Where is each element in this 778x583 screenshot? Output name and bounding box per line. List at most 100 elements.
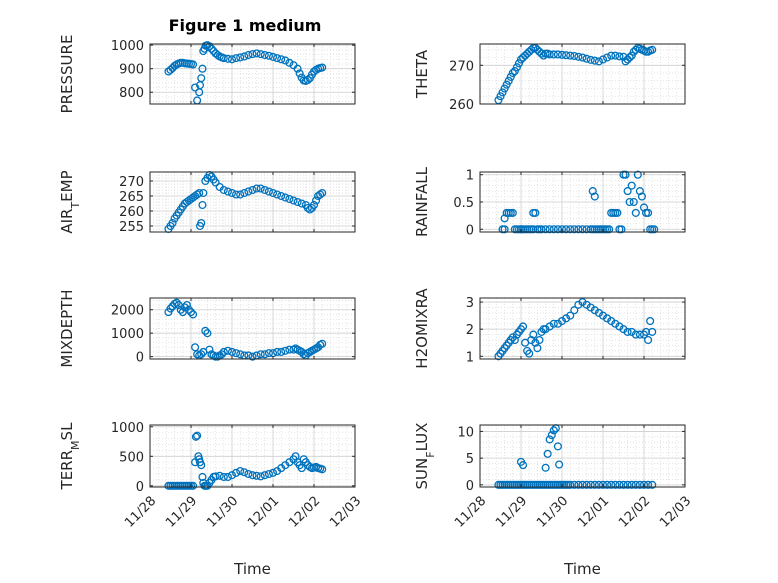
data-point <box>193 431 202 440</box>
data-point <box>219 185 228 195</box>
data-point <box>625 53 634 62</box>
axes-box <box>479 297 686 360</box>
y-tick-label: 270 <box>449 59 474 74</box>
data-point <box>598 55 608 64</box>
data-point <box>264 51 273 60</box>
data-point <box>215 471 224 480</box>
data-point <box>549 319 558 328</box>
subplot-2: 260 270 THETA <box>413 43 686 113</box>
data-point <box>191 432 200 441</box>
data-point <box>176 305 185 314</box>
data-point <box>189 481 198 490</box>
data-point <box>248 471 257 480</box>
data-point <box>518 461 528 470</box>
x-tick-label: 11/30 <box>204 494 241 531</box>
data-point <box>644 335 653 345</box>
data-point <box>553 50 562 59</box>
data-point <box>297 199 306 208</box>
data-point <box>615 52 624 61</box>
data-point <box>232 349 241 358</box>
data-point <box>219 54 228 63</box>
y-tick-label: 3 <box>466 296 474 311</box>
data-point <box>256 350 265 359</box>
x-tick-label: 11/30 <box>534 494 571 531</box>
data-point <box>293 64 302 73</box>
x-tick-label: 12/02 <box>616 494 653 531</box>
data-point <box>627 181 636 190</box>
subplot-4: 0 0.5 1 RAINFALL <box>413 166 686 238</box>
data-point <box>273 190 282 199</box>
data-point <box>510 67 519 76</box>
data-point <box>611 480 620 489</box>
data-point <box>644 480 653 489</box>
data-point <box>223 54 232 63</box>
data-point <box>223 472 232 482</box>
data-point <box>500 225 509 234</box>
data-point <box>318 63 327 72</box>
data-point <box>277 347 286 357</box>
y-axis-label: THETA <box>413 49 431 99</box>
data-point <box>506 72 515 81</box>
data-point <box>541 225 550 234</box>
y-axis-label: TERRMSL <box>58 422 82 491</box>
y-tick-label: 1 <box>466 350 474 365</box>
data-point <box>648 480 657 489</box>
data-point <box>512 63 521 72</box>
axes-box <box>479 424 686 488</box>
data-point <box>570 480 579 489</box>
subplot-8: 0 5 10 11/28 11/29 11/30 12/01 12/02 12/03 Time SU… <box>413 423 694 578</box>
data-point <box>603 53 612 62</box>
data-point <box>309 200 319 210</box>
data-point <box>627 51 636 60</box>
data-point <box>555 460 564 469</box>
data-point <box>553 225 562 234</box>
data-point <box>631 330 640 339</box>
data-point <box>293 197 302 207</box>
data-point <box>252 184 261 193</box>
y-axis-label: RAINFALL <box>413 166 431 237</box>
data-point <box>277 191 286 201</box>
data-point <box>607 51 616 60</box>
data-point <box>562 51 571 60</box>
data-point <box>180 303 189 312</box>
y-tick-label: 10 <box>457 425 474 440</box>
y-tick-label: 0 <box>466 479 474 494</box>
axes-box <box>149 297 356 360</box>
y-axis-label: SUNFLUX <box>413 423 437 490</box>
data-point <box>198 64 207 73</box>
data-point <box>566 51 575 60</box>
data-point <box>318 339 327 348</box>
data-point <box>578 480 587 489</box>
data-point <box>582 54 591 63</box>
data-point <box>248 50 257 59</box>
data-point <box>617 225 626 234</box>
x-tick-label: 12/01 <box>575 494 612 531</box>
data-point <box>500 214 509 223</box>
y-axis-label: AIRTEMP <box>58 170 82 233</box>
data-point <box>168 218 177 228</box>
data-point <box>574 225 583 234</box>
data-point <box>635 480 644 489</box>
data-point <box>295 69 304 78</box>
data-point <box>549 426 558 435</box>
data-point <box>623 480 632 489</box>
data-point <box>240 52 249 61</box>
data-point <box>574 480 583 489</box>
data-point <box>621 170 630 179</box>
data-point <box>586 480 595 489</box>
data-point <box>613 208 622 217</box>
data-point <box>535 335 544 345</box>
data-point <box>244 51 253 60</box>
y-tick-label: 260 <box>119 205 144 220</box>
data-point <box>625 197 634 207</box>
data-point <box>644 208 653 217</box>
data-point <box>236 467 245 476</box>
data-point <box>514 59 523 68</box>
y-tick-label: 270 <box>119 175 144 190</box>
data-point <box>186 308 196 317</box>
y-tick-label: 1000 <box>111 39 144 54</box>
data-point <box>166 304 175 313</box>
data-point <box>545 435 554 444</box>
data-point <box>605 225 614 234</box>
data-point <box>541 463 550 472</box>
